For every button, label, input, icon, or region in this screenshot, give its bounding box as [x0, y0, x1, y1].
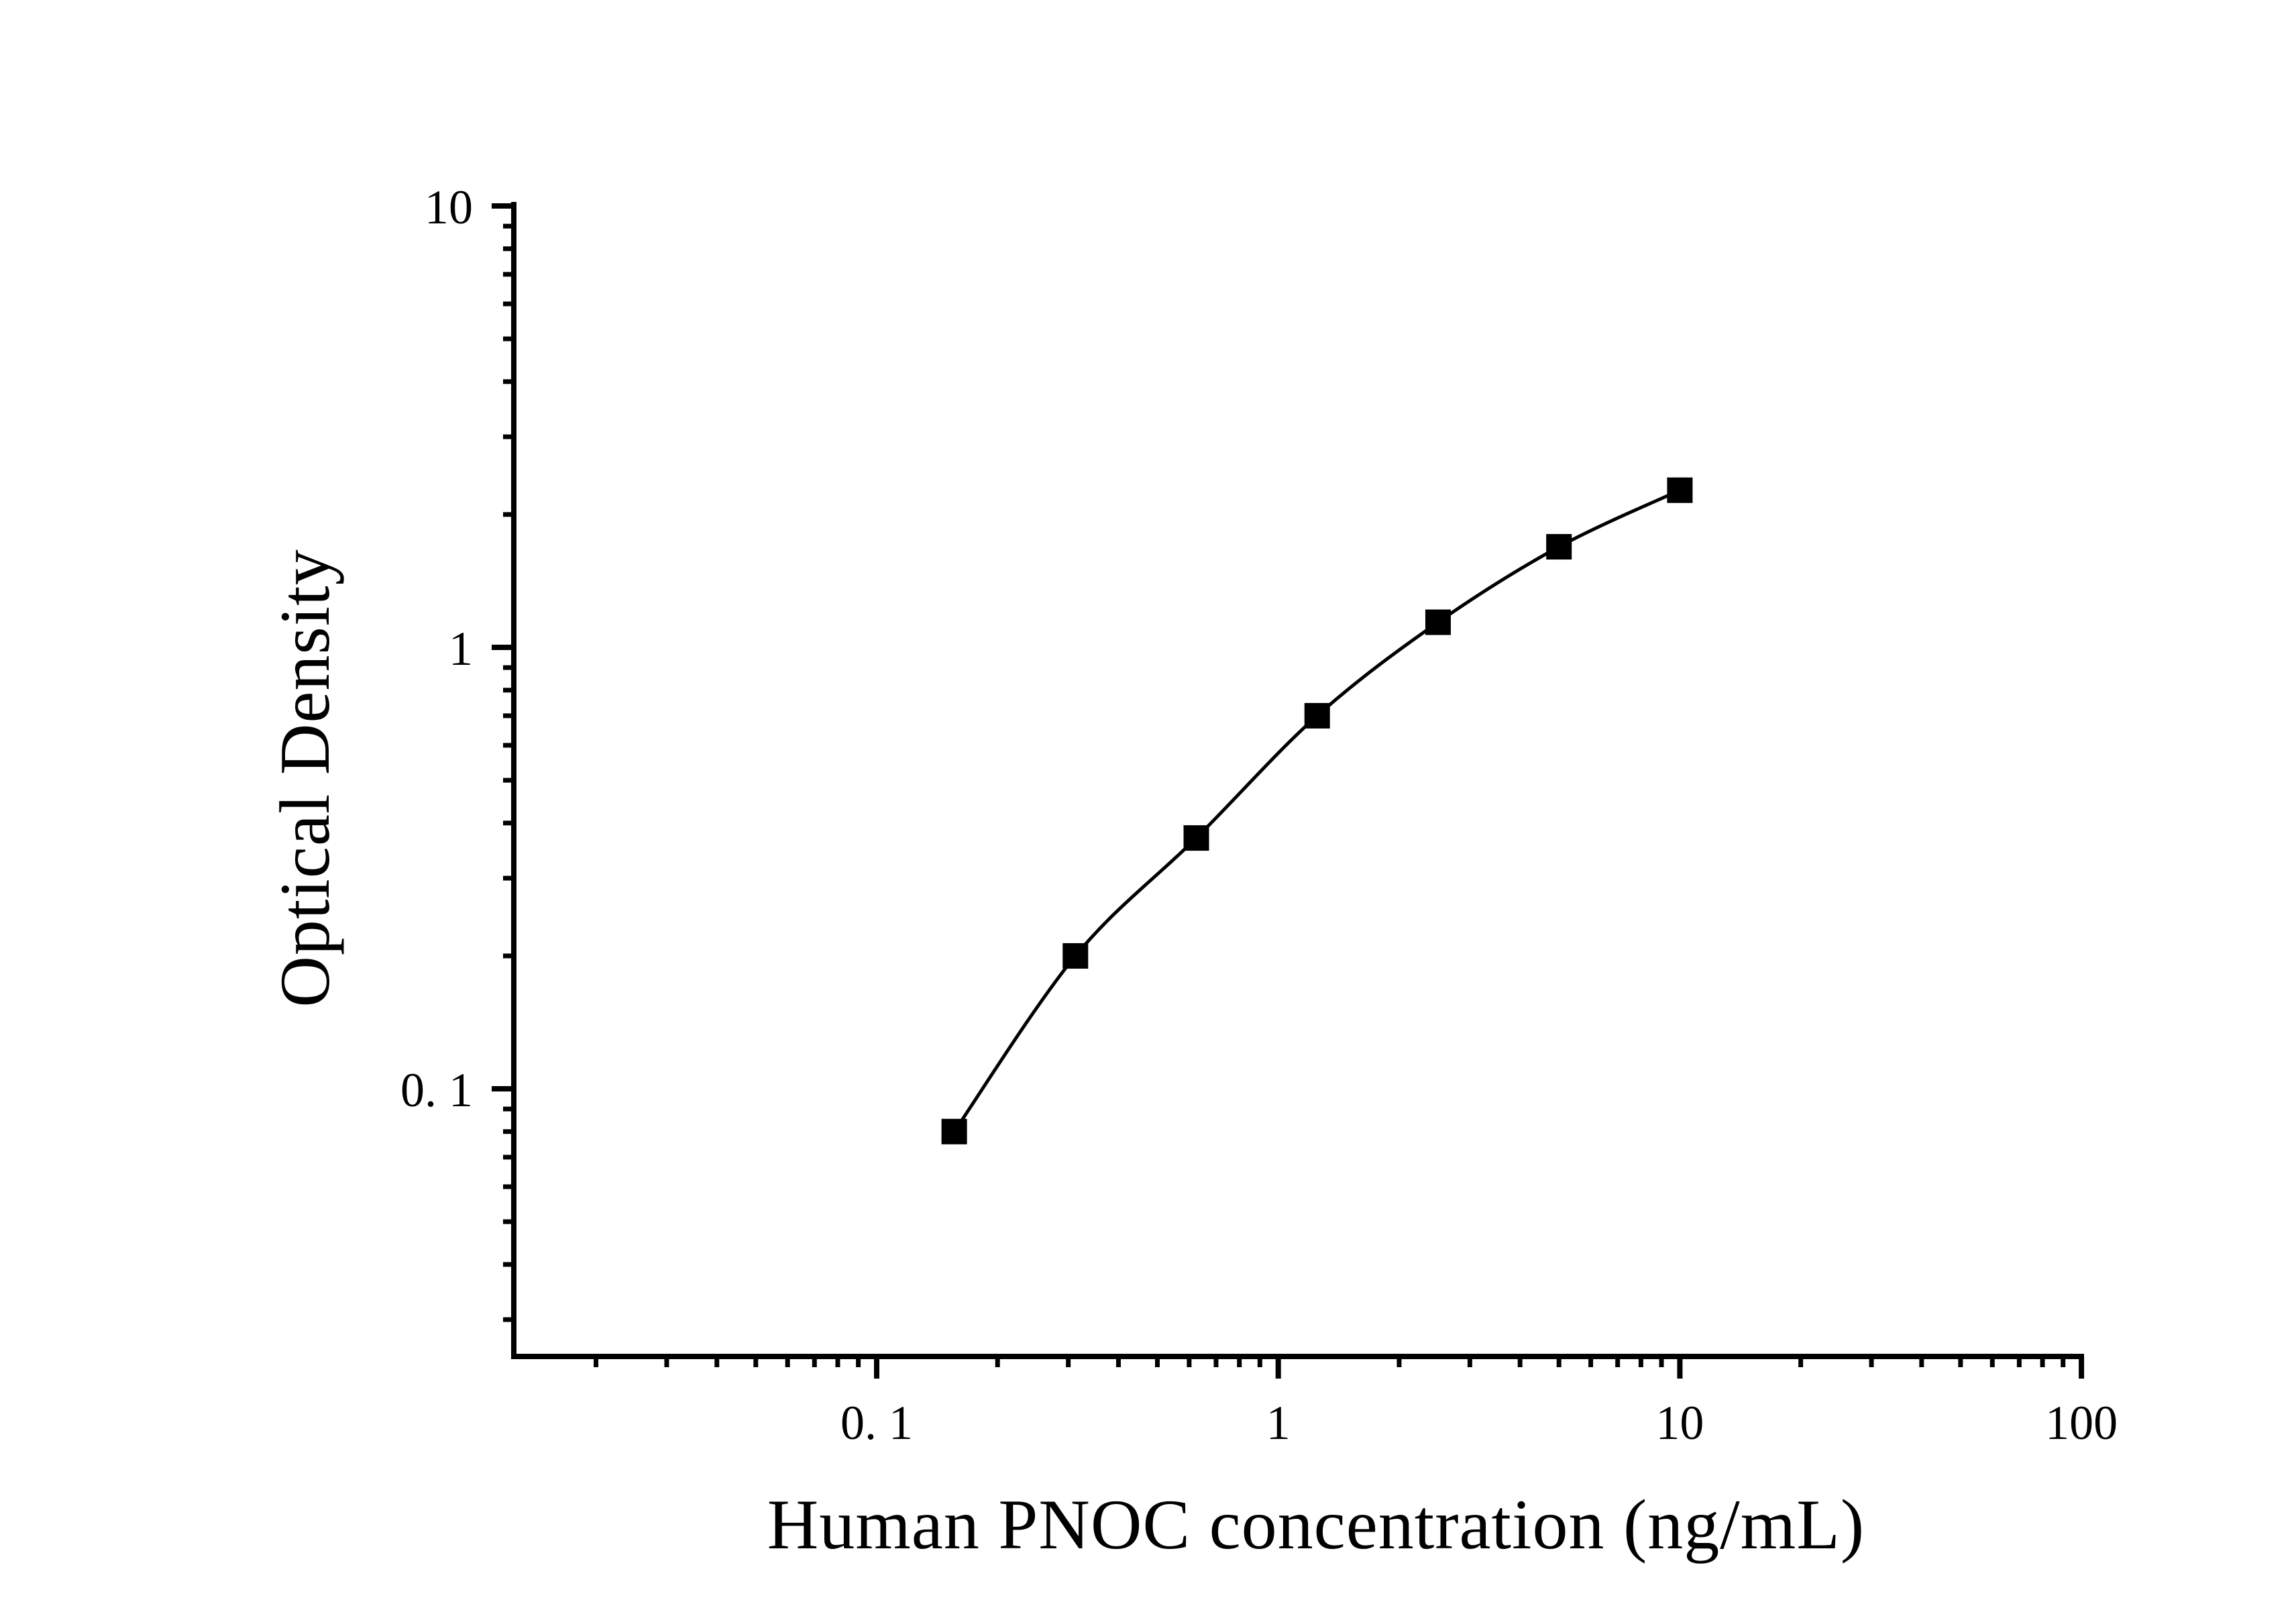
- y-tick-label: 10: [425, 180, 473, 234]
- x-tick-label: 1: [1266, 1396, 1291, 1450]
- data-point-marker: [1667, 477, 1693, 503]
- y-axis-title: Optical Density: [266, 549, 344, 1008]
- data-point-marker: [1183, 825, 1209, 851]
- x-tick-label: 100: [2045, 1396, 2118, 1450]
- x-tick-label: 0. 1: [840, 1396, 913, 1450]
- data-point-marker: [941, 1118, 967, 1144]
- y-tick-label: 0. 1: [400, 1063, 473, 1117]
- standard-curve-line: [952, 488, 1681, 1133]
- data-point-marker: [1304, 702, 1330, 729]
- x-axis-title: Human PNOC concentration (ng/mL): [767, 1485, 1865, 1564]
- data-point-marker: [1425, 609, 1451, 635]
- data-point-marker: [1546, 534, 1572, 560]
- y-tick-label: 1: [449, 622, 473, 676]
- x-tick-label: 10: [1655, 1396, 1704, 1450]
- data-point-marker: [1062, 943, 1089, 969]
- axis-lines: [511, 202, 2084, 1359]
